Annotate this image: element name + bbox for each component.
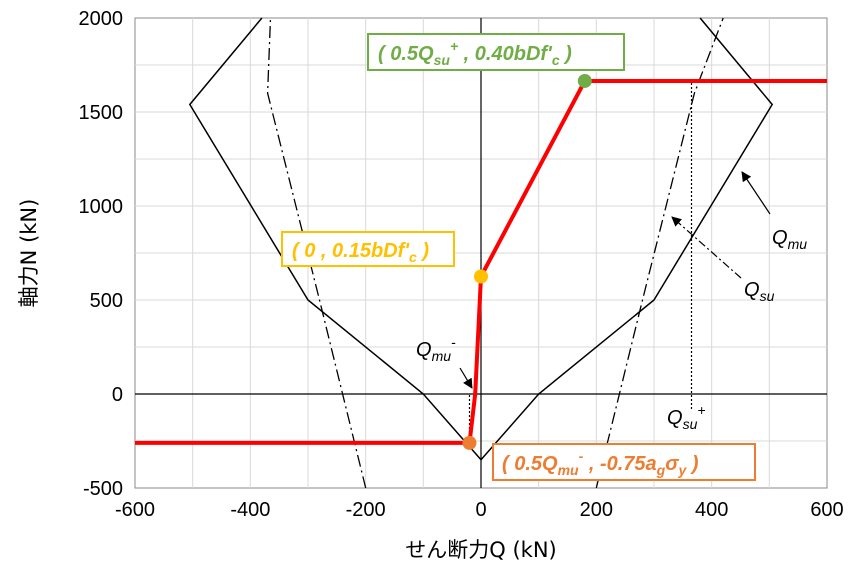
curves bbox=[135, 17, 827, 489]
point-marker-2 bbox=[462, 435, 477, 450]
callout-upper-end: ) bbox=[560, 43, 573, 65]
x-tick-label: 400 bbox=[695, 499, 728, 521]
callout-upper-main: ( 0.5 bbox=[378, 43, 419, 65]
callout-upper-sup: + bbox=[450, 38, 458, 54]
qmu-label-var: Q bbox=[772, 227, 788, 249]
callout-lower-rest: , -0.75 bbox=[583, 453, 646, 475]
callout-upper-sub: su bbox=[434, 52, 451, 68]
ticks: -600 -400 -200 0 200 400 600 -500 0 500 1000 1500 20… bbox=[79, 8, 844, 521]
point-marker-1 bbox=[474, 269, 488, 284]
y-tick-label: 500 bbox=[90, 290, 123, 312]
y-tick-label: 1500 bbox=[79, 102, 124, 124]
grid bbox=[135, 18, 827, 488]
qmu-arrow bbox=[741, 171, 771, 215]
callout-mid: ( 0 , 0.15bDf'c ) bbox=[281, 231, 455, 267]
callout-lower-sub2: g bbox=[656, 462, 666, 478]
callout-upper-rest: , 0.40 bbox=[458, 43, 514, 65]
callout-mid-sub: c bbox=[409, 249, 417, 265]
qsu-arrow bbox=[671, 216, 742, 279]
x-tick-label: 600 bbox=[810, 499, 843, 521]
points bbox=[462, 73, 592, 450]
qmu-minus-sub: mu bbox=[432, 348, 452, 364]
y-tick-label: 0 bbox=[112, 384, 123, 406]
callout-lower-end: ) bbox=[686, 453, 699, 475]
series-qsu_neg bbox=[266, 17, 367, 489]
qmu-minus-var: Q bbox=[416, 339, 432, 361]
svg-text:( 0.5Qmu- , -0.75agσy ): ( 0.5Qmu- , -0.75agσy ) bbox=[502, 448, 699, 478]
series-qmu_pos bbox=[480, 17, 774, 461]
svg-text:( 0.5Qsu+ , 0.40bDf'c ): ( 0.5Qsu+ , 0.40bDf'c ) bbox=[378, 38, 572, 68]
qmu-minus-sup: - bbox=[451, 334, 456, 350]
y-tick-label: -500 bbox=[83, 478, 123, 500]
y-tick-label: 2000 bbox=[79, 8, 124, 30]
qmu-label-sub: mu bbox=[788, 236, 808, 252]
x-tick-label: -200 bbox=[346, 499, 386, 521]
callout-lower-main: ( 0.5 bbox=[502, 453, 543, 475]
series-qsu_pos bbox=[595, 17, 724, 489]
x-tick-label: -600 bbox=[115, 499, 155, 521]
callout-mid-var: bDf' bbox=[371, 240, 410, 262]
callout-upper: ( 0.5Qsu+ , 0.40bDf'c ) bbox=[367, 33, 625, 71]
x-axis-title: せん断力Q (kN) bbox=[405, 538, 556, 562]
callout-upper-sub2: c bbox=[552, 52, 560, 68]
callout-mid-end: ) bbox=[417, 240, 430, 262]
callout-lower-sub: mu bbox=[558, 462, 579, 478]
callout-mid-main: ( 0 , 0.15 bbox=[292, 240, 372, 262]
qsu-label-var: Q bbox=[744, 279, 760, 301]
y-axis-title: 軸力N (kN) bbox=[17, 199, 41, 308]
qsu-plus-sup: + bbox=[697, 402, 705, 418]
point-marker-0 bbox=[577, 73, 592, 88]
qsu-plus-label: Qsu+ bbox=[667, 402, 706, 432]
svg-text:( 0 , 0.15bDf'c ): ( 0 , 0.15bDf'c ) bbox=[292, 240, 429, 265]
callout-lower-var2: a bbox=[646, 453, 657, 475]
callout-lower-sup: - bbox=[579, 448, 584, 464]
callout-lower-sub3: y bbox=[678, 462, 688, 478]
qsu-plus-var: Q bbox=[667, 407, 683, 429]
qmu-minus-label: Qmu- bbox=[416, 334, 456, 364]
series-qmu_neg bbox=[188, 17, 482, 461]
x-tick-label: -400 bbox=[230, 499, 270, 521]
qsu-label-sub: su bbox=[760, 288, 775, 304]
callout-upper-var2: bDf' bbox=[514, 43, 553, 65]
x-tick-label: 0 bbox=[475, 499, 486, 521]
callout-lower-var3: σ bbox=[665, 453, 679, 475]
x-tick-label: 200 bbox=[580, 499, 613, 521]
callout-upper-var: Q bbox=[418, 43, 434, 65]
callout-lower: ( 0.5Qmu- , -0.75agσy ) bbox=[492, 443, 756, 481]
qsu-label: Qsu bbox=[744, 279, 775, 304]
qsu-plus-sub: su bbox=[683, 416, 698, 432]
qmu-label: Qmu bbox=[772, 227, 807, 252]
y-tick-label: 1000 bbox=[79, 196, 124, 218]
series-main_path bbox=[135, 79, 827, 445]
qmu-minus-arrow bbox=[459, 367, 473, 389]
callout-lower-var: Q bbox=[542, 453, 558, 475]
